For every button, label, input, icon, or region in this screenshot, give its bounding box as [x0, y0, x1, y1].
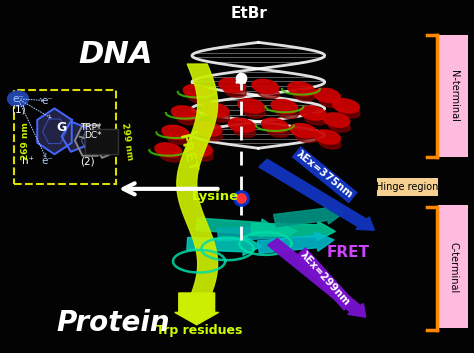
Ellipse shape: [288, 82, 314, 96]
Bar: [377, 178, 438, 196]
Text: e⁻: e⁻: [12, 94, 24, 104]
Ellipse shape: [172, 106, 198, 120]
Text: h⁺: h⁺: [22, 156, 35, 166]
Polygon shape: [62, 121, 86, 152]
Ellipse shape: [323, 113, 350, 127]
FancyArrow shape: [187, 236, 262, 255]
Text: e⁻: e⁻: [41, 96, 54, 106]
Ellipse shape: [195, 122, 222, 136]
Ellipse shape: [319, 96, 341, 107]
Ellipse shape: [160, 151, 182, 162]
FancyArrow shape: [175, 293, 219, 325]
Point: [237, 195, 245, 201]
Text: G: G: [56, 121, 67, 134]
Ellipse shape: [305, 114, 327, 125]
Text: 299 nm: 299 nm: [120, 122, 134, 161]
Ellipse shape: [208, 111, 229, 122]
Circle shape: [8, 91, 28, 107]
Ellipse shape: [201, 130, 222, 141]
Text: Trp residues: Trp residues: [156, 324, 242, 337]
Ellipse shape: [243, 107, 265, 118]
Bar: [438, 205, 468, 328]
Ellipse shape: [234, 126, 255, 137]
Ellipse shape: [338, 107, 360, 118]
Text: DC*: DC*: [84, 131, 102, 140]
FancyArrow shape: [259, 159, 374, 230]
FancyArrow shape: [257, 232, 334, 253]
Ellipse shape: [257, 87, 279, 98]
Text: FRET: FRET: [176, 133, 199, 174]
Text: (1): (1): [11, 104, 25, 114]
Polygon shape: [37, 108, 72, 154]
Ellipse shape: [290, 124, 317, 138]
Ellipse shape: [267, 126, 289, 137]
Ellipse shape: [177, 114, 199, 125]
Ellipse shape: [314, 88, 340, 102]
Text: DNA: DNA: [78, 40, 153, 69]
Polygon shape: [95, 132, 114, 158]
Text: λEx=299nm: λEx=299nm: [298, 250, 352, 308]
Ellipse shape: [219, 78, 246, 92]
Polygon shape: [75, 125, 105, 156]
Ellipse shape: [276, 107, 298, 119]
Ellipse shape: [224, 86, 246, 97]
FancyArrow shape: [268, 239, 366, 317]
Ellipse shape: [319, 138, 341, 149]
Text: Protein: Protein: [57, 309, 171, 337]
Ellipse shape: [155, 143, 182, 157]
Text: C-terminal: C-terminal: [448, 242, 459, 293]
Ellipse shape: [295, 131, 317, 143]
Ellipse shape: [167, 133, 189, 144]
Text: Lysine: Lysine: [192, 191, 239, 203]
Ellipse shape: [183, 85, 210, 99]
Ellipse shape: [252, 79, 279, 94]
FancyArrow shape: [218, 222, 297, 242]
Text: FRET: FRET: [327, 245, 370, 260]
Text: e⁻: e⁻: [41, 156, 54, 166]
Bar: [438, 35, 468, 157]
Ellipse shape: [189, 92, 210, 104]
FancyArrow shape: [196, 218, 279, 238]
Ellipse shape: [228, 118, 255, 132]
Ellipse shape: [162, 125, 189, 139]
Bar: [14, 90, 116, 184]
Text: EtBr: EtBr: [230, 6, 267, 21]
Text: Hinge region: Hinge region: [376, 182, 439, 192]
Ellipse shape: [328, 121, 350, 132]
FancyArrow shape: [273, 205, 344, 227]
Ellipse shape: [333, 99, 359, 113]
Ellipse shape: [314, 130, 340, 144]
Text: (2): (2): [81, 156, 95, 166]
FancyArrow shape: [251, 221, 335, 241]
Ellipse shape: [262, 118, 288, 132]
Text: TRP*: TRP*: [80, 122, 102, 132]
Text: 269 nm: 269 nm: [21, 122, 30, 160]
Point: [237, 75, 245, 80]
Text: N-terminal: N-terminal: [448, 71, 459, 122]
Ellipse shape: [293, 90, 315, 101]
Ellipse shape: [191, 150, 213, 161]
FancyBboxPatch shape: [85, 129, 118, 154]
Point: [237, 195, 245, 201]
Ellipse shape: [271, 100, 298, 114]
Ellipse shape: [202, 103, 229, 117]
Ellipse shape: [300, 106, 326, 120]
Ellipse shape: [238, 99, 264, 113]
Text: λEx=375nm: λEx=375nm: [294, 149, 355, 201]
Ellipse shape: [186, 142, 212, 156]
